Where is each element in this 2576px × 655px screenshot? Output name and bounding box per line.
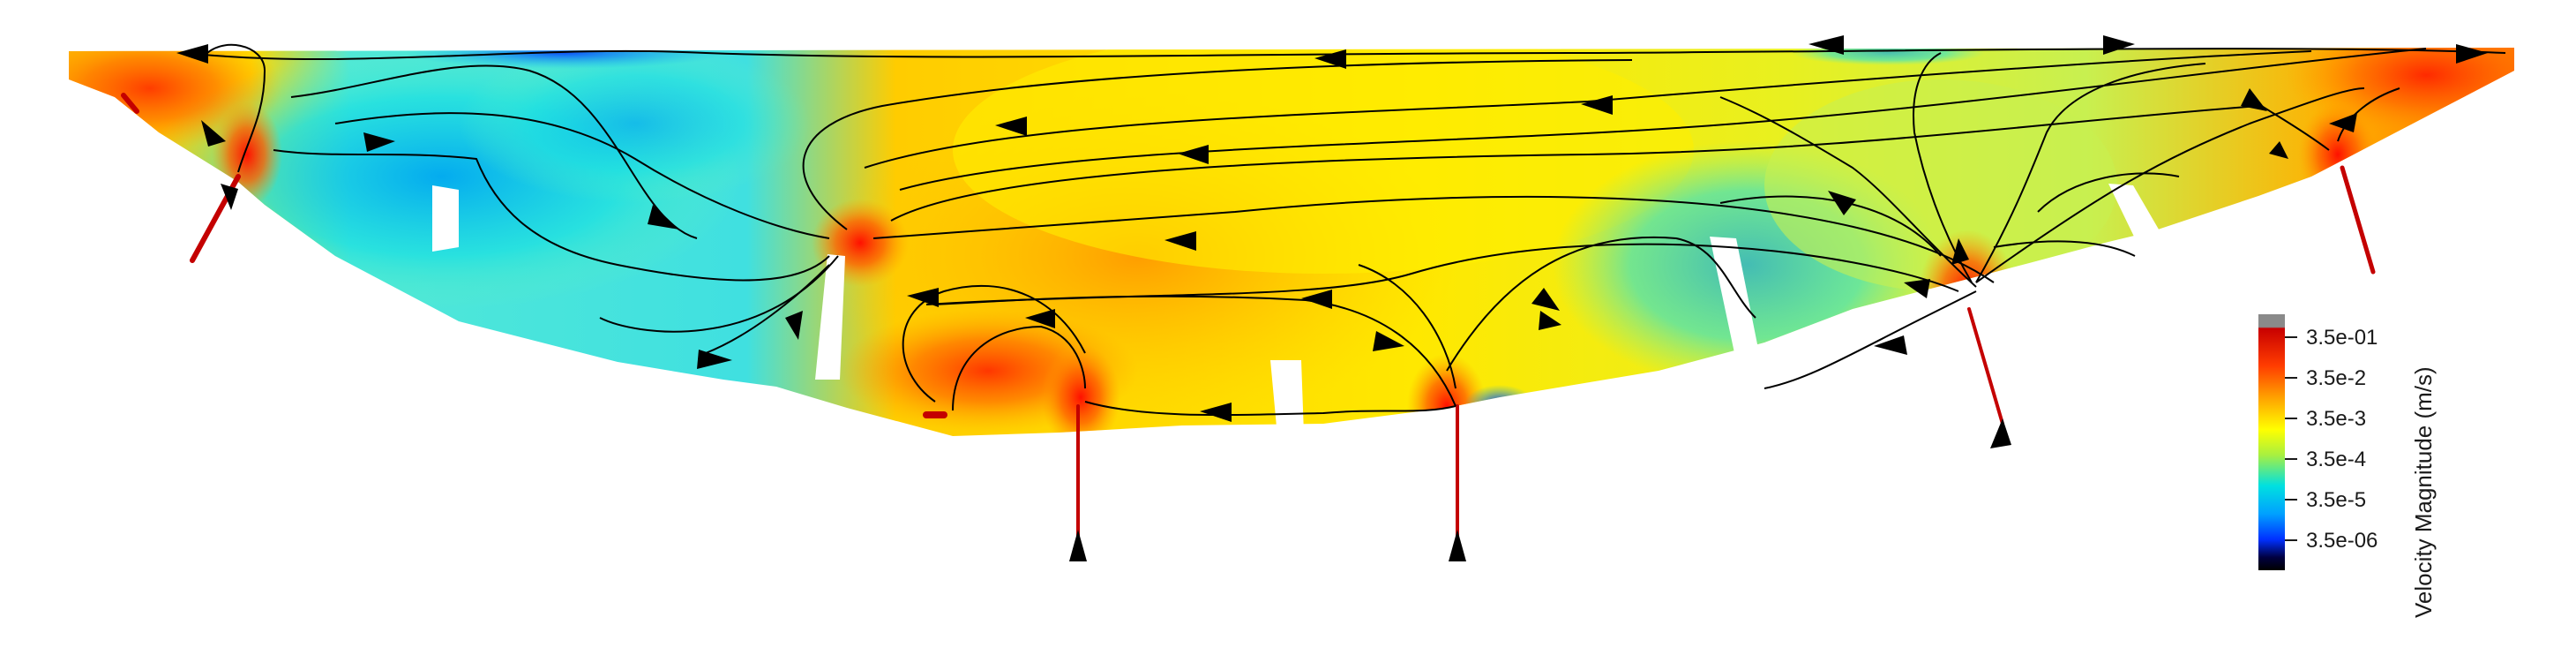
- colorbar: 3.5e-01 3.5e-2 3.5e-3 3.5e-4 3.5e-5 3.5e…: [2258, 314, 2437, 618]
- flow-arrow: [1178, 145, 1209, 164]
- flow-arrow: [201, 120, 226, 147]
- flow-arrow: [1539, 311, 1561, 330]
- flow-arrow: [1449, 530, 1466, 561]
- flow-arrow: [995, 117, 1027, 136]
- notches: [432, 184, 2161, 436]
- flow-arrow: [1808, 35, 1844, 55]
- flow-arrow: [1874, 335, 1907, 355]
- flow-arrow: [785, 311, 803, 340]
- streamlines: [184, 43, 2506, 417]
- flow-arrow: [1531, 288, 1560, 311]
- colorbar-tick-label: 3.5e-3: [2306, 407, 2366, 431]
- flow-arrow: [221, 184, 238, 210]
- flow-arrow: [1951, 238, 1969, 265]
- flow-arrow: [648, 205, 679, 230]
- colorbar-title: Velocity Magnitude (m/s): [2410, 366, 2437, 618]
- flow-arrow: [2103, 35, 2135, 55]
- flow-arrow: [1025, 309, 1055, 328]
- flow-arrow: [1581, 95, 1613, 115]
- velocity-field: [69, 48, 2514, 436]
- flow-arrow: [363, 132, 395, 152]
- flow-arrow: [1200, 403, 1232, 422]
- flow-arrow: [907, 288, 939, 307]
- flow-direction-arrows: [176, 35, 2488, 561]
- flow-arrow: [2456, 44, 2488, 64]
- flow-arrow: [1904, 279, 1930, 298]
- colorbar-tick-label: 3.5e-5: [2306, 488, 2366, 512]
- flow-arrow: [2269, 141, 2288, 159]
- colorbar-tick-label: 3.5e-2: [2306, 366, 2366, 390]
- colorbar-ticks: [2285, 336, 2297, 541]
- pipes: [121, 93, 2376, 540]
- colorbar-tick-label: 3.5e-01: [2306, 326, 2378, 350]
- flow-arrow: [1990, 418, 2011, 448]
- colorbar-tick-label: 3.5e-4: [2306, 448, 2366, 471]
- flow-arrow: [1164, 231, 1196, 251]
- colorbar-gradient: [2258, 314, 2285, 570]
- flow-arrow: [176, 44, 208, 64]
- flow-arrow: [697, 350, 732, 369]
- flow-arrow: [1069, 530, 1087, 561]
- flow-arrow: [1301, 290, 1332, 309]
- flow-arrow: [1314, 49, 1346, 69]
- flow-arrow: [1373, 331, 1404, 351]
- flow-arrow: [1828, 191, 1856, 215]
- flow-arrow: [2329, 113, 2357, 132]
- colorbar-tick-label: 3.5e-06: [2306, 529, 2378, 553]
- flow-arrow: [2241, 88, 2267, 111]
